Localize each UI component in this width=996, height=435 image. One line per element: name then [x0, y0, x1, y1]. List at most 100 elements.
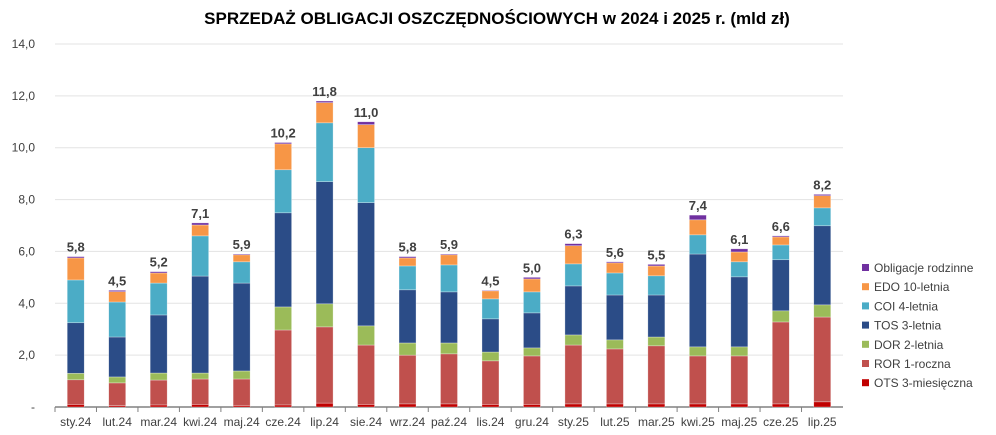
bar-segment [523, 355, 541, 405]
bar-segment [232, 253, 251, 256]
bar-segment [108, 291, 127, 303]
x-tick-label: wrz.24 [389, 415, 426, 429]
x-tick-label: lis.24 [476, 415, 504, 429]
bar-segment [523, 404, 541, 408]
bar-segment [398, 257, 417, 267]
bar-segment [564, 263, 583, 287]
legend-label: ROR 1-roczna [874, 357, 951, 371]
bar-segment [191, 235, 209, 277]
bar-segment [564, 285, 583, 336]
bar-segment [647, 345, 666, 405]
bar-segment [813, 304, 832, 318]
total-data-label: 11,0 [354, 105, 379, 120]
bar-segment [771, 403, 790, 408]
bar-segment [523, 278, 541, 293]
total-data-label: 5,9 [233, 237, 251, 252]
bar-segment [813, 207, 832, 227]
bar-segment [66, 372, 85, 381]
bar-segment [813, 316, 832, 403]
y-tick-label: 14,0 [12, 37, 36, 51]
bar-segment [357, 344, 375, 405]
bar-segment [232, 261, 251, 284]
bar-segment [440, 253, 458, 256]
bar-segment [440, 342, 458, 355]
bar-segment [689, 355, 707, 405]
bar-segment [191, 275, 209, 374]
bar-segment [813, 401, 832, 408]
bar-segment [440, 353, 458, 405]
bar-segment [149, 404, 168, 408]
bar-segment [440, 264, 458, 293]
bar-segment [689, 234, 707, 255]
bar-segment [149, 314, 168, 374]
x-tick-label: lut.24 [103, 415, 133, 429]
bar-segment [315, 303, 334, 328]
bar-segment [771, 244, 790, 261]
x-tick-label: paź.24 [431, 415, 467, 429]
bar-segment [398, 354, 417, 405]
legend-label: DOR 2-letnia [874, 338, 944, 352]
bar-segment [274, 212, 292, 308]
total-data-label: 4,5 [481, 273, 499, 288]
legend-swatch [862, 302, 869, 310]
bar-segment [689, 219, 707, 236]
x-tick-label: gru.24 [515, 415, 549, 429]
bar-segment [398, 403, 417, 408]
bar-segment [315, 100, 334, 103]
total-data-label: 5,5 [647, 247, 665, 262]
bar-segment [481, 298, 500, 320]
bar-segment [606, 403, 624, 408]
bar-segment [730, 251, 749, 263]
total-data-label: 5,6 [606, 245, 624, 260]
bar-segment [66, 404, 85, 408]
total-data-label: 5,9 [440, 237, 458, 252]
legend-swatch [862, 340, 869, 348]
bar-segment [813, 225, 832, 306]
bar-segment [149, 379, 168, 406]
total-data-label: 6,3 [564, 227, 582, 242]
bar-segment [191, 404, 209, 408]
total-data-label: 5,8 [398, 240, 416, 255]
bar-segment [274, 306, 292, 331]
bar-segment [730, 261, 749, 278]
bar-segment [730, 355, 749, 405]
chart-title: SPRZEDAŻ OBLIGACJI OSZCZĘDNOŚCIOWYCH w 2… [204, 9, 790, 28]
bar-segment [813, 194, 832, 196]
bar-segment [440, 254, 458, 266]
bar-segment [315, 102, 334, 124]
bar-segment [564, 403, 583, 408]
bar-segment [647, 403, 666, 408]
bar-segment [606, 262, 624, 274]
bar-segment [66, 279, 85, 324]
bar-segment [357, 147, 375, 203]
bar-segment [606, 348, 624, 405]
bar-segment [232, 282, 251, 372]
legend-label: TOS 3-letnia [874, 319, 941, 333]
y-tick-label: 4,0 [18, 296, 35, 310]
bar-segment [606, 294, 624, 341]
bar-segment [149, 282, 168, 316]
bar-segment [771, 259, 790, 312]
y-tick-label: 10,0 [12, 141, 36, 155]
bar-segment [564, 245, 583, 265]
total-data-label: 6,6 [772, 219, 790, 234]
bar-segment [647, 294, 666, 338]
bar-segment [481, 290, 500, 292]
total-data-label: 5,0 [523, 260, 541, 275]
bar-segment [647, 265, 666, 277]
bar-segment [647, 264, 666, 267]
bar-segment [149, 272, 168, 284]
total-data-label: 7,4 [689, 198, 708, 213]
bar-segment [730, 276, 749, 348]
bar-segment [108, 301, 127, 338]
bar-segment [771, 321, 790, 405]
bar-segment [108, 336, 127, 378]
bar-segment [66, 322, 85, 374]
bar-segment [523, 277, 541, 280]
x-tick-label: maj.25 [721, 415, 757, 429]
bar-segment [730, 346, 749, 357]
bar-segment [481, 351, 500, 362]
x-tick-label: lut.25 [600, 415, 630, 429]
bar-segment [481, 360, 500, 405]
bar-segment [481, 404, 500, 408]
